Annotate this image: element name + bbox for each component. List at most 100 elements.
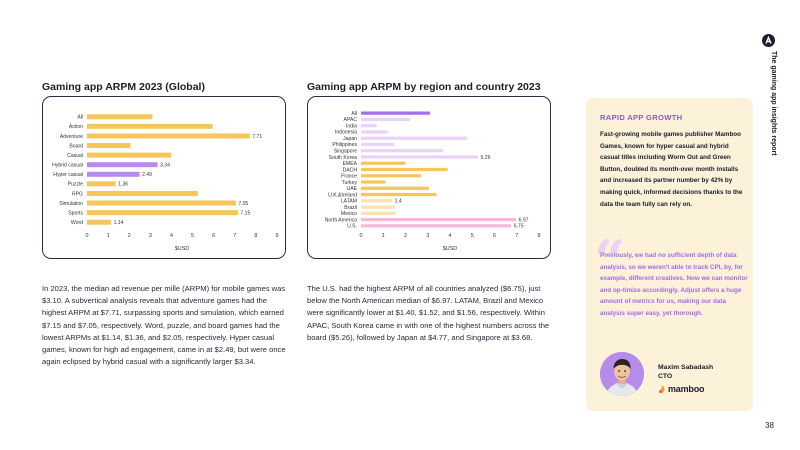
category-label: Mexico	[341, 211, 357, 217]
category-label: Singapore	[334, 149, 357, 155]
category-label: Japan	[343, 136, 357, 142]
region-arpm-chart: AllAPACIndiaIndonesiaJapanPhilippinesSin…	[325, 111, 541, 252]
category-label: All	[77, 115, 83, 121]
report-title-vertical: The gaming app insights report	[770, 51, 777, 156]
category-label: France	[341, 174, 357, 180]
category-label: Puzzle	[68, 182, 83, 188]
mamboo-logo-icon	[659, 385, 665, 393]
global-chart-card: All Action Adventure 7.71 Board Casual Hybrid …	[42, 96, 286, 259]
side-tab: The gaming app insights report	[762, 34, 778, 164]
global-paragraph: In 2023, the median ad revenue per mille…	[42, 284, 286, 367]
category-label: UAE	[347, 186, 358, 192]
category-label: Word	[71, 220, 83, 226]
region-chart-title: Gaming app ARPM by region and country 20…	[307, 81, 541, 93]
x-tick-label: 6	[212, 233, 215, 239]
x-tick-label: 6	[493, 233, 496, 239]
bar	[361, 142, 395, 147]
testimonial-quote: Previously, we had no sufficient depth o…	[600, 252, 748, 317]
bar	[361, 117, 410, 122]
data-label: 7.71	[252, 134, 262, 140]
category-label: Hyper casual	[53, 172, 83, 178]
x-tick-label: 4	[449, 233, 452, 239]
x-tick-label: 1	[107, 233, 110, 239]
bar	[87, 162, 158, 168]
page-number: 38	[765, 421, 774, 430]
x-tick-label: 8	[538, 233, 541, 239]
category-label: Board	[69, 143, 83, 149]
category-label: LATAM	[341, 199, 357, 205]
mamboo-logo: mamboo	[658, 384, 705, 394]
category-label: South Korea	[329, 155, 357, 161]
bar	[361, 111, 430, 115]
bar	[87, 133, 250, 139]
x-tick-label: 5	[471, 233, 474, 239]
person-title: CTO	[658, 373, 673, 380]
bar	[361, 174, 422, 178]
x-tick-label: 8	[254, 233, 257, 239]
data-label: 1.14	[114, 220, 124, 226]
bar	[361, 149, 443, 153]
x-tick-label: 5	[191, 233, 194, 239]
quote-mark-icon: “	[594, 228, 626, 292]
person-name: Maxim Sabadash	[658, 364, 714, 371]
bar	[87, 190, 198, 196]
category-label: Simulation	[59, 201, 83, 207]
x-tick-label: 0	[86, 233, 89, 239]
bar	[87, 152, 172, 158]
category-label: India	[346, 123, 357, 129]
category-label: Philippines	[332, 142, 357, 148]
x-tick-label: 3	[149, 233, 152, 239]
data-label: 1.4	[395, 199, 402, 205]
bar	[361, 136, 468, 140]
category-label: U.S.	[347, 224, 357, 230]
category-label: Hybrid casual	[52, 163, 83, 169]
category-label: APAC	[344, 117, 358, 123]
category-label: U.K.&Ireland	[328, 192, 357, 198]
data-label: 7.15	[240, 210, 250, 216]
bar	[87, 210, 238, 216]
region-paragraph: The U.S. had the highest ARPM of all cou…	[307, 284, 550, 342]
bar	[87, 200, 236, 206]
data-label: 6.97	[519, 217, 529, 223]
bar	[361, 124, 377, 128]
x-tick-label: 2	[128, 233, 131, 239]
company-name: mamboo	[668, 384, 705, 394]
data-label: 1.36	[118, 182, 128, 188]
x-axis-label: $USD	[175, 246, 189, 252]
bar	[361, 205, 395, 209]
x-tick-label: 4	[170, 233, 173, 239]
x-tick-label: 2	[404, 233, 407, 239]
global-chart-title: Gaming app ARPM 2023 (Global)	[42, 81, 205, 93]
global-arpm-chart: All Action Adventure 7.71 Board Casual Hybrid …	[52, 114, 279, 252]
case-study-heading: RAPID APP GROWTH	[600, 113, 683, 122]
bar	[361, 180, 386, 184]
category-label: DACH	[343, 167, 358, 173]
region-chart-card: All APAC India Indonesia Japan Philippines Sin…	[307, 96, 551, 259]
category-label: North America	[325, 217, 357, 223]
bar	[87, 181, 116, 187]
category-label: Indonesia	[335, 130, 357, 136]
data-label: 6.75	[514, 224, 524, 230]
x-tick-label: 7	[233, 233, 236, 239]
x-tick-label: 1	[382, 233, 385, 239]
case-study-card: RAPID APP GROWTH Fast-growing mobile gam…	[586, 98, 753, 411]
report-logo-icon	[762, 34, 775, 47]
data-label: 5.26	[481, 155, 491, 161]
bar	[87, 171, 140, 177]
bar	[361, 199, 393, 203]
bar	[87, 143, 131, 149]
bar	[361, 130, 388, 134]
category-label: Action	[69, 124, 83, 130]
category-label: Turkey	[342, 180, 358, 186]
category-label: Casual	[67, 153, 83, 159]
x-tick-label: 7	[515, 233, 518, 239]
bar	[361, 161, 406, 165]
category-label: All	[351, 111, 357, 117]
category-label: Sports	[68, 210, 83, 216]
bar	[87, 114, 153, 120]
x-axis-label: $USD	[443, 246, 457, 252]
bar	[87, 219, 112, 225]
category-label: EMEA	[343, 161, 358, 167]
bar	[361, 217, 517, 222]
bar	[87, 123, 213, 129]
